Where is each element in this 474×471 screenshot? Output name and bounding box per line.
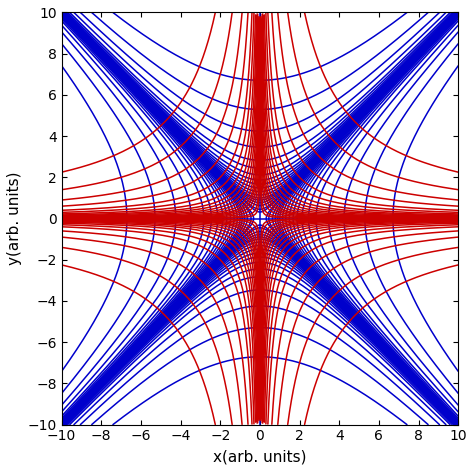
X-axis label: x(arb. units): x(arb. units) [213, 449, 307, 464]
Y-axis label: y(arb. units): y(arb. units) [7, 172, 22, 265]
